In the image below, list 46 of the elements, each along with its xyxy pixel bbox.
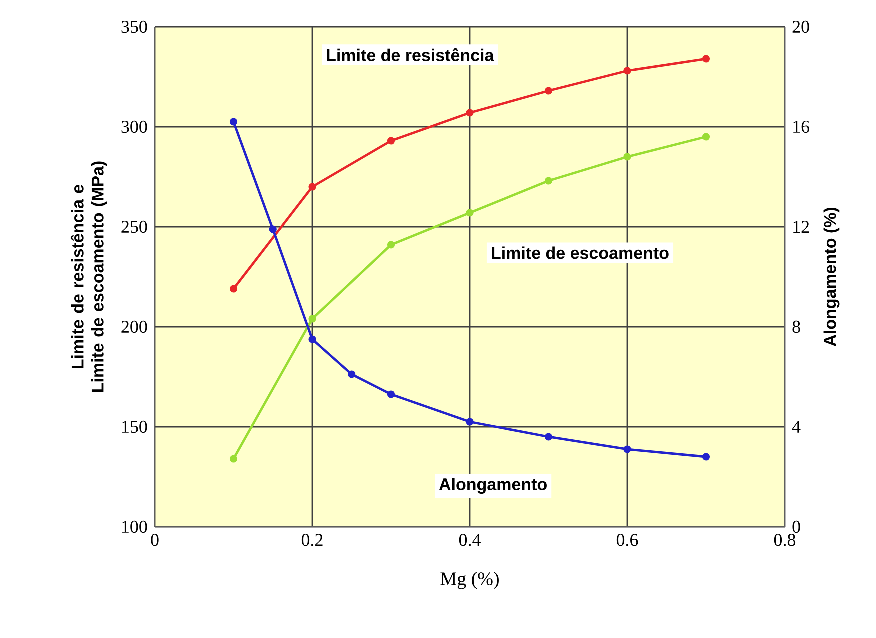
y-tick-label: 200: [122, 320, 148, 334]
point: [624, 67, 632, 75]
point: [387, 137, 396, 145]
y2-tick-label: 16: [794, 120, 810, 134]
y-tick-label: 150: [122, 420, 148, 434]
x-tick-label: 0: [151, 534, 159, 546]
y2-tick-label: 12: [794, 221, 810, 233]
y-tick-label: 350: [122, 20, 148, 34]
point: [466, 418, 474, 426]
text: Alongamento: [439, 478, 547, 494]
x-tick-label: 0.8: [774, 534, 796, 546]
y2-axis-title: Alongamento (%): [824, 208, 840, 346]
point: [466, 209, 474, 217]
point: [348, 370, 356, 378]
point: [624, 153, 632, 161]
x-tick-label: 0.2: [302, 534, 323, 546]
y-tick-label: 300: [122, 120, 148, 134]
point: [308, 315, 316, 323]
y-axis-title: Limite de resistência e Limite de escoamento (MPa): [70, 162, 108, 392]
point: [387, 390, 396, 398]
point: [702, 133, 710, 141]
x-axis-title: Mg (%): [440, 572, 499, 590]
text: Limite de resistência: [327, 48, 494, 62]
point: [308, 183, 316, 191]
y2-tick-label: 20: [792, 20, 810, 34]
y2-tick-label: 4: [792, 421, 801, 433]
point: [466, 109, 474, 117]
y-tick-label: 100: [122, 520, 148, 534]
text: Limite de escoamento: [492, 246, 669, 260]
point: [230, 455, 238, 463]
y2-tick-label: 0: [792, 520, 800, 534]
point: [269, 226, 277, 234]
x-tick-label: 0.6: [616, 534, 638, 546]
y-tick-label: 250: [122, 220, 148, 234]
point: [702, 453, 710, 461]
point: [387, 241, 396, 249]
point: [230, 285, 238, 293]
point: [544, 177, 553, 185]
point: [544, 433, 553, 441]
point: [544, 87, 553, 95]
x-tick-label: 0.4: [459, 534, 481, 546]
point: [230, 118, 238, 126]
point: [624, 446, 632, 454]
point: [308, 336, 316, 344]
y2-tick-label: 8: [792, 320, 800, 334]
point: [702, 55, 710, 63]
